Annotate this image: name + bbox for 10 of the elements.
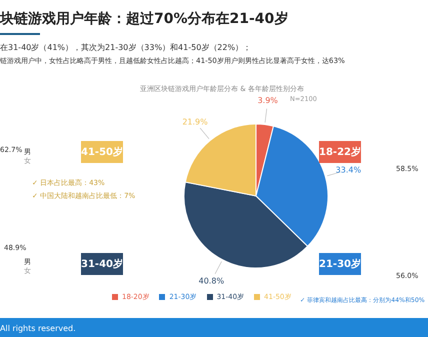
- data-label: 33.4%: [336, 165, 362, 174]
- text: 31-40岁: [81, 253, 123, 275]
- chart-subtitle: 在31-40岁（41%），其次为21-30岁（33%）和41-50岁（22%）；: [0, 42, 252, 53]
- text: 41-50岁: [81, 141, 123, 163]
- text: 21-30岁: [319, 253, 361, 275]
- data-label: 21.9%: [182, 117, 208, 126]
- text: 18-22岁: [319, 141, 361, 163]
- text: All rights reserved.: [0, 324, 76, 333]
- data-label: 3.9%: [258, 96, 278, 106]
- data-label: 40.8%: [198, 276, 224, 286]
